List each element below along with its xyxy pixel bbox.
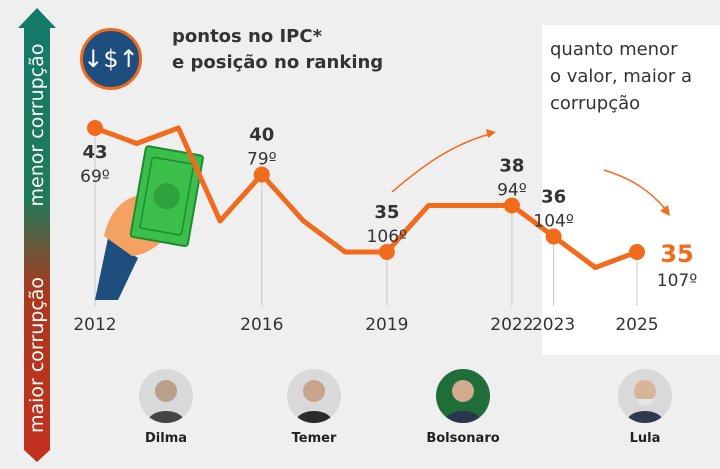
person-name: Temer bbox=[291, 431, 337, 446]
person-lula: Lula bbox=[585, 369, 705, 446]
data-point bbox=[629, 244, 645, 260]
x-tick-label: 2022 bbox=[490, 315, 533, 335]
rank-label: 69º bbox=[80, 167, 110, 187]
note-line-1: quanto menor bbox=[550, 39, 678, 60]
x-tick-label: 2012 bbox=[73, 315, 116, 335]
rank-label: 104º bbox=[533, 212, 573, 232]
x-tick-label: 2019 bbox=[365, 315, 408, 335]
note-line-2: o valor, maior a bbox=[550, 66, 693, 87]
data-point bbox=[253, 166, 270, 183]
x-tick-label: 2023 bbox=[532, 315, 575, 335]
data-point bbox=[87, 120, 103, 136]
note-box bbox=[542, 25, 720, 355]
x-tick-label: 2025 bbox=[615, 315, 658, 335]
series-line bbox=[92, 125, 640, 270]
score-label: 36 bbox=[541, 187, 566, 208]
dollar-arrows-icon: ↓$↑ bbox=[83, 45, 139, 73]
x-tick-label: 2016 bbox=[240, 315, 283, 335]
score-label: 38 bbox=[499, 156, 524, 177]
person-name: Dilma bbox=[144, 431, 188, 446]
data-point bbox=[378, 244, 395, 260]
rank-label: 79º bbox=[247, 150, 277, 170]
note-line-3: corrupção bbox=[550, 93, 641, 114]
chart-legend: pontos no IPC* e posição no ranking bbox=[172, 24, 383, 76]
rank-label: 94º bbox=[497, 181, 527, 201]
person-bolsonaro: Bolsonaro bbox=[403, 369, 523, 446]
avatar bbox=[618, 369, 672, 423]
legend-line-2: e posição no ranking bbox=[172, 52, 384, 73]
data-point bbox=[503, 197, 520, 214]
data-point bbox=[545, 228, 562, 245]
person-name: Bolsonaro bbox=[426, 431, 500, 446]
person-temer: Temer bbox=[254, 369, 374, 446]
corruption-scale-arrow bbox=[18, 8, 56, 462]
person-dilma: Dilma bbox=[106, 369, 226, 446]
person-icon bbox=[295, 380, 333, 423]
score-label: 35 bbox=[660, 240, 693, 268]
legend-line-1: pontos no IPC* bbox=[172, 26, 322, 47]
avatar bbox=[139, 369, 193, 423]
note: quanto menor o valor, maior a corrupção bbox=[550, 36, 692, 117]
rank-label: 107º bbox=[657, 271, 697, 291]
score-label: 35 bbox=[374, 202, 399, 223]
avatar bbox=[436, 369, 490, 423]
person-icon bbox=[626, 380, 664, 423]
score-label: 43 bbox=[82, 142, 107, 163]
money-hand-illustration bbox=[95, 145, 204, 300]
rank-label: 106º bbox=[367, 227, 407, 247]
person-icon bbox=[147, 380, 185, 423]
person-icon bbox=[436, 369, 490, 423]
score-label: 40 bbox=[249, 125, 274, 146]
person-name: Lula bbox=[629, 431, 661, 446]
avatar bbox=[287, 369, 341, 423]
badge: ↓$↑ bbox=[80, 28, 142, 90]
trend-arrows bbox=[391, 129, 670, 216]
